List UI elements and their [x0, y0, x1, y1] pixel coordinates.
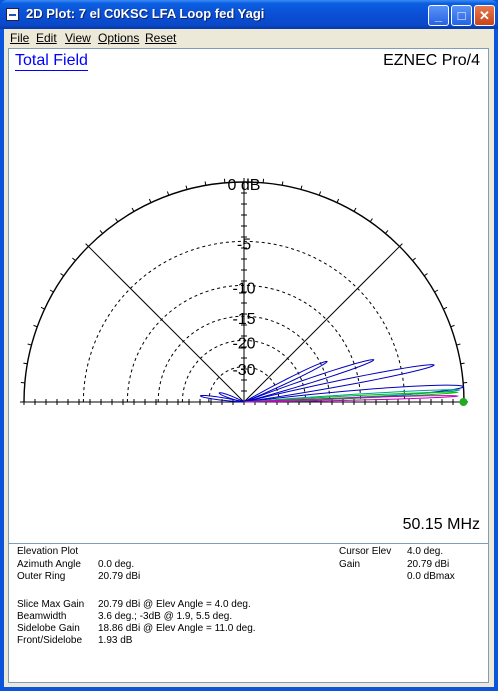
angle-tick	[456, 343, 461, 346]
menu-options-label: Options	[98, 31, 140, 45]
brand-label: EZNEC Pro/4	[383, 52, 480, 69]
polar-ring	[126, 284, 362, 403]
angle-tick	[423, 273, 428, 277]
menu-options[interactable]: Options	[98, 31, 139, 45]
sidelobe	[243, 364, 435, 403]
angle-tick	[40, 306, 45, 310]
angle-tick	[369, 218, 373, 223]
beamwidth-label: Beamwidth	[17, 611, 67, 622]
angle-tick	[131, 207, 135, 212]
gain-value: 20.79 dBi	[407, 559, 450, 570]
menu-file[interactable]: File	[10, 31, 29, 45]
angle-tick	[318, 191, 322, 196]
angle-tick	[385, 230, 389, 234]
menu-edit-label: Edit	[36, 31, 57, 45]
angle-tick	[450, 324, 455, 328]
azimuth-value: 0.0 deg.	[98, 559, 135, 570]
elevation-polar-chart[interactable]: 0 dB -5 -10 -15 -20 -30	[9, 49, 488, 560]
slice-max-value: 20.79 dBi @ Elev Angle = 4.0 deg.	[98, 599, 251, 610]
angle-tick	[412, 257, 416, 261]
menu-view[interactable]: View	[65, 31, 91, 45]
gain-dbmax-value: 0.0 dBmax	[407, 571, 455, 582]
cursor-elev-value: 4.0 deg.	[407, 546, 444, 557]
front-sidelobe-value: 1.93 dB	[98, 635, 133, 646]
sidelobe-value: 18.86 dBi @ Elev Angle = 11.0 deg.	[98, 623, 256, 634]
angle-tick	[185, 185, 188, 190]
angle-tick	[434, 289, 439, 293]
angle-tick	[443, 306, 448, 310]
trace-green	[243, 391, 460, 403]
pattern-traces	[199, 359, 468, 406]
back-lobe	[218, 392, 245, 403]
minimize-button[interactable]: _	[428, 5, 449, 26]
angle-tick	[23, 362, 28, 365]
angle-tick	[204, 181, 207, 186]
trace-magenta	[243, 395, 460, 403]
ring-label: 0 dB	[228, 177, 261, 194]
menu-view-label: View	[65, 31, 91, 45]
cursor-marker	[459, 398, 468, 406]
angle-tick	[115, 218, 119, 223]
plot-type-label: Elevation Plot	[17, 546, 79, 557]
angle-tick	[399, 243, 403, 247]
azimuth-label: Azimuth Angle	[17, 559, 81, 570]
frequency-label: 50.15 MHz	[402, 516, 480, 533]
window-title: 2D Plot: 7 el C0KSC LFA Loop fed Yagi	[26, 6, 265, 21]
ring-label: -20	[232, 335, 255, 352]
angle-tick	[460, 362, 465, 365]
outer-ring-label: Outer Ring	[17, 571, 66, 582]
front-sidelobe-label: Front/Sidelobe	[17, 635, 83, 646]
angle-tick	[99, 230, 103, 234]
angle-tick	[353, 207, 357, 212]
angle-tick	[49, 289, 54, 293]
angle-tick	[33, 324, 38, 328]
menu-edit[interactable]: Edit	[36, 31, 57, 45]
sidelobe	[243, 360, 328, 403]
angle-tick	[85, 243, 89, 247]
sidelobe	[243, 359, 375, 403]
menu-reset-label: Reset	[145, 31, 177, 45]
ring-labels: 0 dB -5 -10 -15 -20 -30	[228, 177, 261, 379]
title-bar[interactable]: 2D Plot: 7 el C0KSC LFA Loop fed Yagi _ …	[0, 0, 498, 29]
polar-radial	[88, 246, 245, 403]
slice-max-label: Slice Max Gain	[17, 599, 85, 610]
sidelobe-label: Sidelobe Gain	[17, 623, 80, 634]
maximize-button[interactable]: □	[451, 5, 472, 26]
gain-label: Gain	[339, 559, 361, 570]
ring-label: -30	[232, 362, 255, 379]
angle-tick	[60, 273, 65, 277]
menu-file-label: File	[10, 31, 30, 45]
polar-radial	[243, 246, 400, 403]
plot-area[interactable]: Total Field EZNEC Pro/4 0 dB -5 -10 -15 -20 -…	[8, 48, 489, 561]
angle-tick	[300, 185, 303, 190]
cursor-elev-label: Cursor Elev	[339, 546, 392, 557]
menu-bar: File Edit View Options Reset	[4, 29, 494, 48]
angle-tick	[148, 198, 152, 203]
angle-tick	[166, 191, 170, 196]
back-lobe	[199, 394, 245, 403]
close-button[interactable]: ✕	[474, 5, 495, 26]
ring-label: -5	[237, 236, 251, 253]
angle-tick	[281, 181, 284, 186]
beamwidth-value: 3.6 deg.; -3dB @ 1.9, 5.5 deg.	[98, 611, 233, 622]
plot-title: Total Field	[15, 52, 88, 71]
angle-tick	[336, 198, 340, 203]
ring-label: -10	[232, 280, 255, 297]
outer-ring-value: 20.79 dBi	[98, 571, 141, 582]
client-area: File Edit View Options Reset Total Field…	[4, 29, 494, 687]
menu-reset[interactable]: Reset	[145, 31, 176, 45]
angle-tick	[72, 257, 76, 261]
angle-tick	[27, 343, 32, 346]
ring-label: -15	[232, 311, 255, 328]
info-panel: Elevation Plot Azimuth Angle 0.0 deg. Ou…	[8, 543, 489, 683]
app-icon[interactable]	[6, 8, 19, 21]
